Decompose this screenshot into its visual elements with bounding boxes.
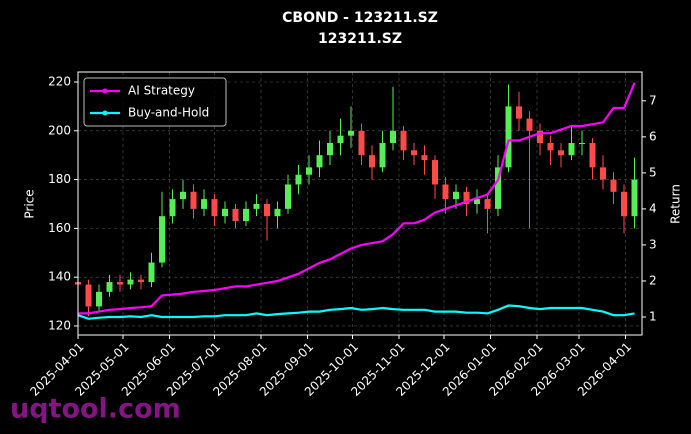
- candle-body: [442, 184, 449, 200]
- legend-marker: [102, 110, 108, 116]
- candle-body: [484, 199, 491, 209]
- y-tick-label: 200: [48, 123, 71, 137]
- candle-body: [631, 179, 638, 217]
- y-tick-label: 140: [48, 270, 71, 284]
- candle-body: [117, 282, 123, 285]
- legend: AI Strategy Buy-and-Hold: [83, 77, 227, 127]
- series-line: [78, 82, 636, 315]
- candle-body: [358, 130, 365, 156]
- candle-body: [295, 174, 302, 185]
- candle-body: [505, 106, 512, 168]
- candle-body: [243, 208, 249, 222]
- candle-body: [264, 203, 270, 217]
- candle-body: [232, 208, 239, 222]
- candle-body: [306, 167, 312, 175]
- candle-body: [495, 167, 501, 209]
- candle-body: [127, 279, 134, 285]
- candle-body: [526, 118, 533, 131]
- legend-marker: [102, 88, 108, 94]
- chart-title: CBOND - 123211.SZ: [282, 10, 438, 26]
- series-line: [77, 304, 635, 320]
- candle-body: [453, 191, 459, 200]
- candle-body: [274, 208, 281, 217]
- candle-body: [285, 184, 291, 209]
- candle-body: [421, 155, 428, 161]
- candle-body: [474, 199, 480, 204]
- candle-body: [400, 130, 407, 151]
- candle-body: [537, 130, 543, 143]
- candle-body: [253, 203, 260, 209]
- y2-axis-label: Return: [669, 184, 683, 224]
- y-tick-label: 160: [48, 221, 71, 235]
- candle-body: [169, 199, 176, 217]
- candle-body: [211, 199, 218, 217]
- candle-body: [85, 284, 92, 307]
- candle-body: [222, 208, 228, 217]
- candle-body: [547, 142, 554, 151]
- candle-body: [610, 179, 617, 192]
- candle-body: [621, 191, 627, 217]
- y2-tick-label: 4: [649, 201, 657, 215]
- candle-body: [558, 150, 564, 156]
- y2-tick-label: 6: [649, 129, 657, 143]
- y2-tick-label: 3: [649, 237, 657, 251]
- candle-body: [600, 167, 606, 180]
- y-tick-label: 220: [48, 75, 71, 89]
- y2-tick-label: 2: [649, 273, 657, 287]
- y2-tick-label: 7: [649, 93, 657, 107]
- chart-subtitle: 123211.SZ: [318, 31, 402, 47]
- candle-body: [159, 216, 165, 263]
- candle-body: [589, 142, 596, 168]
- candle-body: [432, 160, 438, 185]
- candle-body: [579, 142, 585, 144]
- legend-label: AI Strategy: [128, 84, 195, 98]
- candle-body: [327, 142, 333, 156]
- candle-body: [348, 130, 354, 136]
- candle-body: [337, 135, 344, 143]
- plot-frame: [77, 71, 643, 336]
- candle-body: [516, 106, 522, 119]
- candle-body: [379, 142, 386, 168]
- candle-body: [369, 155, 375, 168]
- y-tick-label: 180: [48, 172, 71, 186]
- candle-body: [138, 279, 144, 283]
- legend-label: Buy-and-Hold: [128, 106, 209, 120]
- candle-body: [316, 155, 323, 168]
- candle-body: [390, 130, 396, 143]
- candle-body: [463, 191, 470, 204]
- candle-body: [180, 191, 186, 200]
- y-axis-label: Price: [23, 189, 37, 218]
- y2-tick-label: 5: [649, 165, 657, 179]
- candle-body: [96, 291, 102, 307]
- candle-body: [568, 142, 575, 156]
- candle-body: [190, 191, 197, 209]
- candle-body: [411, 150, 417, 156]
- watermark: uqtool.com: [10, 394, 181, 425]
- y-tick-label: 120: [48, 318, 71, 332]
- y2-tick-label: 1: [649, 309, 657, 323]
- candle-body: [148, 262, 155, 283]
- candle-body: [201, 199, 207, 209]
- candle-body: [106, 282, 113, 292]
